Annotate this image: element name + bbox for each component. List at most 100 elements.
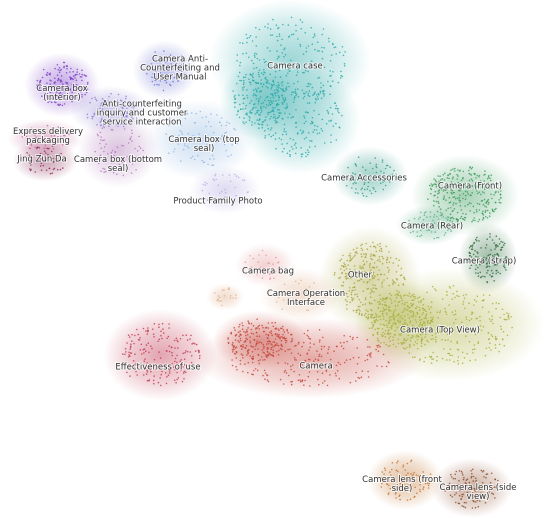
point <box>406 331 408 334</box>
point <box>60 68 62 71</box>
point <box>321 372 324 375</box>
cluster-area <box>396 204 464 246</box>
point <box>487 209 489 212</box>
point <box>399 317 401 319</box>
point <box>474 359 477 361</box>
point <box>480 469 483 472</box>
point <box>267 86 269 89</box>
point <box>252 94 255 97</box>
point <box>131 163 134 165</box>
point <box>254 88 257 90</box>
point <box>110 166 113 168</box>
point <box>495 246 497 248</box>
point <box>55 98 57 100</box>
point <box>388 261 391 264</box>
point <box>230 331 233 334</box>
point <box>489 274 491 276</box>
point <box>388 309 391 312</box>
point <box>242 357 244 359</box>
point <box>463 476 465 479</box>
point <box>269 34 272 36</box>
point <box>458 479 460 482</box>
point <box>269 278 271 280</box>
point <box>439 311 441 314</box>
point <box>127 356 130 358</box>
point <box>314 101 317 104</box>
point <box>66 67 68 70</box>
cluster-label: Camera (Rear) <box>401 222 463 232</box>
point <box>109 170 111 173</box>
point <box>255 106 257 109</box>
point <box>110 153 112 155</box>
point <box>488 265 491 268</box>
point <box>430 355 433 358</box>
point <box>121 107 124 109</box>
point <box>56 64 59 66</box>
point <box>278 99 280 101</box>
point <box>129 345 132 348</box>
point <box>274 115 276 118</box>
point <box>470 174 473 176</box>
point <box>267 111 269 114</box>
point <box>227 155 229 158</box>
point <box>262 101 265 104</box>
point <box>302 97 305 100</box>
point <box>257 360 260 362</box>
point <box>369 255 372 257</box>
point <box>284 112 286 114</box>
point <box>444 189 447 191</box>
point <box>419 309 421 312</box>
point <box>190 112 193 114</box>
point <box>130 343 132 346</box>
point <box>396 290 398 292</box>
point <box>487 198 490 201</box>
point <box>441 225 444 227</box>
point <box>372 334 375 337</box>
point <box>360 376 363 379</box>
point <box>280 82 283 84</box>
point <box>174 360 176 363</box>
point <box>449 173 451 175</box>
point <box>482 217 485 219</box>
point <box>489 482 492 484</box>
point <box>247 327 249 329</box>
point <box>52 168 55 171</box>
point <box>482 203 485 206</box>
point <box>456 294 458 297</box>
point <box>43 94 46 97</box>
point <box>389 326 391 329</box>
point <box>259 107 262 109</box>
point <box>376 331 379 334</box>
point <box>485 473 488 476</box>
point <box>243 330 245 333</box>
point <box>293 357 296 359</box>
point <box>242 370 244 373</box>
point <box>258 328 261 330</box>
point <box>471 507 474 509</box>
point <box>452 293 455 295</box>
point <box>428 308 431 310</box>
point <box>373 277 375 280</box>
point <box>450 230 452 232</box>
point <box>295 94 297 97</box>
point <box>206 182 208 185</box>
point <box>217 184 220 186</box>
point <box>472 492 474 494</box>
point <box>461 505 463 507</box>
point <box>335 105 338 107</box>
point <box>469 330 471 332</box>
point <box>264 137 266 139</box>
point <box>278 112 280 114</box>
point <box>54 77 56 80</box>
point <box>53 82 56 85</box>
point <box>280 138 283 141</box>
point <box>377 346 379 348</box>
point <box>423 321 425 323</box>
point <box>476 236 478 239</box>
point <box>314 91 316 93</box>
point <box>390 474 392 477</box>
point <box>410 296 412 298</box>
point <box>425 314 427 317</box>
point <box>329 358 332 361</box>
point <box>246 114 248 116</box>
